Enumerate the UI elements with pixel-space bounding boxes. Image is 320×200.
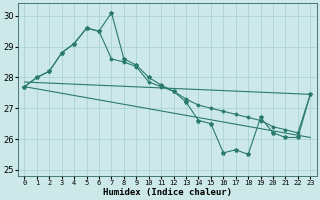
X-axis label: Humidex (Indice chaleur): Humidex (Indice chaleur) [103,188,232,197]
